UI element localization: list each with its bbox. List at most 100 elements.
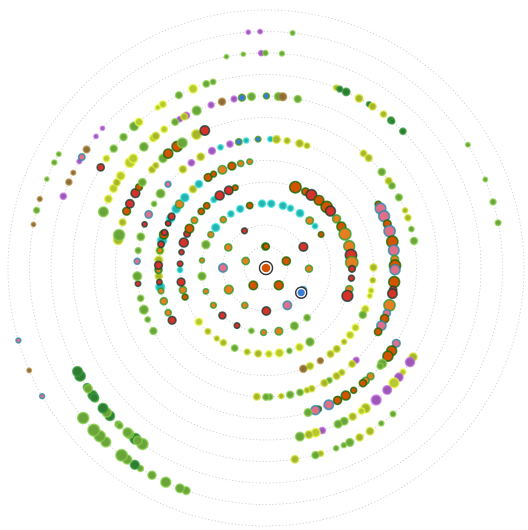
bubble-node: [178, 248, 185, 256]
bubble-node: [109, 144, 118, 153]
bubble-node: [331, 214, 342, 224]
bubble-node: [303, 407, 313, 418]
bubble-node: [174, 483, 185, 494]
bubble-node: [317, 230, 325, 239]
bubble-node: [207, 101, 215, 109]
bubble-node: [176, 260, 184, 268]
bubble-node: [133, 257, 141, 266]
bubble-node: [156, 246, 164, 255]
bubble-node: [341, 289, 354, 303]
bubble-node: [303, 313, 312, 322]
bubble-node: [97, 402, 109, 414]
bubble-node: [464, 141, 471, 148]
bubble-node: [174, 91, 183, 100]
bubble-node: [233, 322, 241, 330]
bubble-node: [198, 257, 206, 264]
ring-11: [29, 31, 503, 505]
bubble-node: [358, 310, 368, 320]
bubble-node: [261, 305, 272, 316]
bubble-node: [354, 93, 364, 103]
bubble-node: [164, 219, 172, 227]
bubble-node: [128, 153, 139, 164]
bubble-node: [93, 133, 99, 140]
bubble-node: [340, 390, 352, 401]
bubble-node: [316, 357, 325, 365]
bubble-node: [240, 51, 247, 58]
bubble-node: [303, 386, 311, 394]
bubble-node: [305, 337, 315, 347]
bubble-node: [201, 239, 211, 250]
bubble-node: [32, 206, 41, 215]
bubble-node: [283, 136, 291, 145]
bubble-node: [97, 206, 109, 218]
bubble-node: [115, 421, 124, 430]
bubble-node: [50, 159, 58, 166]
bubble-node: [388, 377, 400, 389]
bubble-node: [382, 350, 394, 363]
bubble-node: [373, 327, 383, 337]
bubble-node: [242, 137, 250, 144]
bubble-node: [340, 441, 348, 449]
bubble-node: [261, 392, 270, 401]
ring-10: [50, 52, 482, 484]
bubble-node: [223, 284, 235, 295]
bubble-node: [282, 300, 293, 311]
bubble-node: [367, 287, 375, 295]
bubble-node: [237, 93, 247, 102]
ring-7: [115, 117, 417, 419]
bubble-node: [178, 164, 188, 174]
bubble-node: [138, 304, 149, 315]
bubble-node: [304, 264, 314, 274]
bubble-node: [377, 420, 385, 427]
bubble-node: [277, 392, 285, 400]
bubble-node: [160, 125, 169, 134]
bubble-node: [207, 146, 217, 156]
bubble-node: [171, 117, 180, 127]
bubble-node: [243, 348, 251, 356]
bubble-node: [214, 190, 225, 201]
bubble-node: [383, 224, 396, 238]
bubble-node: [36, 195, 43, 203]
bubble-node: [389, 410, 397, 418]
bubble-node: [134, 246, 142, 255]
bubble-node: [236, 159, 245, 168]
bubble-node: [313, 194, 325, 206]
bubble-node: [382, 384, 393, 396]
bubble-node: [404, 356, 416, 368]
bubble-node: [136, 232, 146, 242]
bubble-node: [347, 274, 356, 283]
bubble-node: [162, 148, 174, 159]
bubble-node: [99, 125, 106, 132]
bubble-node: [155, 278, 163, 286]
bubble-node: [370, 394, 382, 406]
bubble-node: [347, 264, 357, 274]
bubble-node: [152, 161, 160, 170]
bubble-node: [369, 263, 378, 272]
bubble-node: [55, 151, 62, 158]
bubble-node: [338, 227, 352, 241]
bubble-node: [259, 328, 268, 337]
bubble-node: [332, 371, 341, 381]
bubble-node: [132, 271, 143, 282]
bubble-node: [30, 221, 37, 228]
bubble-node: [389, 263, 401, 276]
bubble-node: [295, 208, 305, 218]
bubble-node: [76, 411, 90, 425]
bubble-node: [387, 244, 400, 257]
bubble-node: [368, 102, 377, 111]
bubble-node: [223, 53, 230, 60]
bubble-node: [407, 225, 415, 233]
bubble-node: [304, 430, 314, 440]
bubble-node: [160, 228, 169, 237]
bubble-node: [298, 364, 308, 374]
bubble-node: [348, 412, 358, 421]
bubble-node: [494, 219, 502, 227]
bubble-node: [59, 192, 68, 201]
bubble-node: [341, 87, 351, 97]
bubble-node: [245, 201, 254, 210]
bubble-node: [231, 184, 239, 192]
bubble-node: [211, 222, 221, 233]
bubble-node: [204, 327, 212, 336]
bubble-node: [180, 112, 189, 121]
